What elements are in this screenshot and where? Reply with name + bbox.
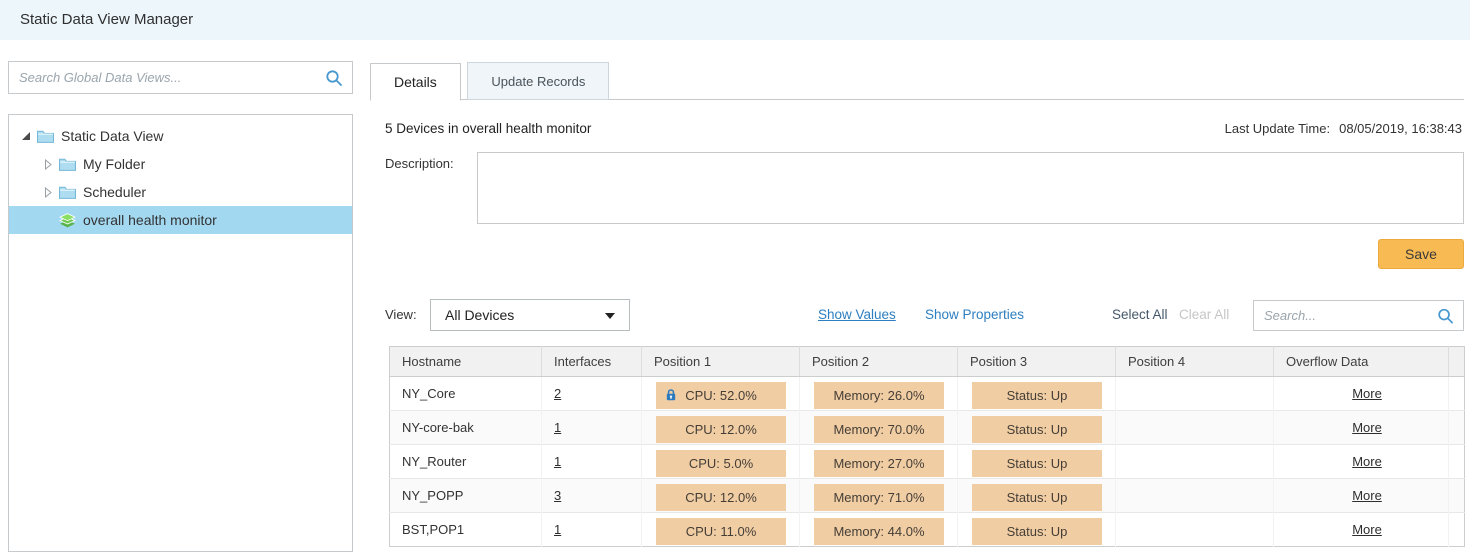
sidebar-search-input[interactable] <box>9 62 352 93</box>
more-link[interactable]: More <box>1352 522 1382 537</box>
caret-down-icon <box>605 313 615 319</box>
description-label: Description: <box>385 156 454 171</box>
position3-value: Status: Up <box>972 415 1102 443</box>
lock-icon <box>664 388 678 402</box>
tab-update-records[interactable]: Update Records <box>467 62 610 100</box>
table-row: BST,POP1 1 CPU: 11.0% Memory: 44.0% Stat… <box>389 512 1465 547</box>
column-header-spacer <box>1448 346 1465 377</box>
description-textarea[interactable] <box>477 152 1464 224</box>
table-row: NY_Core 2 CPU: 52.0% Memory: 26.0% Statu… <box>389 376 1465 411</box>
interfaces-link[interactable]: 2 <box>554 386 562 401</box>
position3-value: Status: Up <box>972 483 1102 511</box>
more-link[interactable]: More <box>1352 420 1382 435</box>
table-search <box>1253 300 1464 331</box>
column-header-position4: Position 4 <box>1115 346 1274 377</box>
tree-item-label: My Folder <box>83 156 146 172</box>
interfaces-link[interactable]: 1 <box>554 454 562 469</box>
device-count-text: 5 Devices in overall health monitor <box>385 121 592 136</box>
folder-icon <box>59 157 76 171</box>
position4-cell <box>1115 410 1274 445</box>
position1-value: CPU: 11.0% <box>656 517 786 545</box>
triangle-collapsed-icon[interactable] <box>41 186 55 198</box>
column-header-overflow-data: Overflow Data <box>1273 346 1449 377</box>
column-header-interfaces: Interfaces <box>541 346 642 377</box>
tree-item-my-folder[interactable]: My Folder <box>9 150 352 178</box>
position1-value: CPU: 52.0% <box>656 381 786 409</box>
clear-all-link[interactable]: Clear All <box>1179 307 1230 322</box>
column-header-position3: Position 3 <box>957 346 1116 377</box>
hostname-cell: BST,POP1 <box>389 512 542 547</box>
table-row: NY_Router 1 CPU: 5.0% Memory: 27.0% Stat… <box>389 444 1465 479</box>
interfaces-link[interactable]: 3 <box>554 488 562 503</box>
more-link[interactable]: More <box>1352 454 1382 469</box>
position3-value: Status: Up <box>972 381 1102 409</box>
page-title: Static Data View Manager <box>20 11 194 28</box>
view-dropdown[interactable]: All Devices <box>430 299 630 331</box>
view-dropdown-value: All Devices <box>445 307 515 323</box>
interfaces-link[interactable]: 1 <box>554 522 562 537</box>
page-header: Static Data View Manager <box>0 0 1470 40</box>
column-header-position2: Position 2 <box>799 346 958 377</box>
position1-value: CPU: 12.0% <box>656 483 786 511</box>
data-view-tree: Static Data View My Folder Scheduler ove… <box>8 114 353 552</box>
last-update-label: Last Update Time: <box>1224 121 1331 136</box>
tree-item-overall-health-monitor[interactable]: overall health monitor <box>9 206 352 234</box>
position3-value: Status: Up <box>972 449 1102 477</box>
position2-value: Memory: 27.0% <box>814 449 944 477</box>
layers-icon <box>59 212 76 229</box>
position4-cell <box>1115 444 1274 479</box>
more-link[interactable]: More <box>1352 386 1382 401</box>
search-icon[interactable] <box>1437 307 1454 324</box>
position2-value: Memory: 44.0% <box>814 517 944 545</box>
hostname-cell: NY_Core <box>389 376 542 411</box>
position1-value: CPU: 12.0% <box>656 415 786 443</box>
position4-cell <box>1115 376 1274 411</box>
select-all-link[interactable]: Select All <box>1112 307 1168 322</box>
triangle-collapsed-icon[interactable] <box>41 158 55 170</box>
tree-item-scheduler[interactable]: Scheduler <box>9 178 352 206</box>
column-header-position1: Position 1 <box>641 346 800 377</box>
table-row: NY-core-bak 1 CPU: 12.0% Memory: 70.0% S… <box>389 410 1465 445</box>
tree-item-label: Scheduler <box>83 184 147 200</box>
position2-value: Memory: 71.0% <box>814 483 944 511</box>
tab-details[interactable]: Details <box>370 63 461 101</box>
hostname-cell: NY_POPP <box>389 478 542 513</box>
position2-value: Memory: 26.0% <box>814 381 944 409</box>
view-label: View: <box>385 307 417 322</box>
folder-icon <box>37 129 54 143</box>
position1-value: CPU: 5.0% <box>656 449 786 477</box>
tree-item-static-data-view[interactable]: Static Data View <box>9 122 352 150</box>
show-values-link[interactable]: Show Values <box>818 307 896 322</box>
last-update-value: 08/05/2019, 16:38:43 <box>1339 121 1462 136</box>
tree-item-label: Static Data View <box>61 128 164 144</box>
table-header-row: Hostname Interfaces Position 1 Position … <box>389 346 1465 377</box>
sidebar-search <box>8 61 353 94</box>
more-link[interactable]: More <box>1352 488 1382 503</box>
triangle-expanded-icon[interactable] <box>19 131 33 141</box>
tree-item-label: overall health monitor <box>83 212 217 228</box>
table-search-input[interactable] <box>1254 301 1463 330</box>
position4-cell <box>1115 478 1274 513</box>
interfaces-link[interactable]: 1 <box>554 420 562 435</box>
position4-cell <box>1115 512 1274 547</box>
position3-value: Status: Up <box>972 517 1102 545</box>
last-update-time: Last Update Time: 08/05/2019, 16:38:43 <box>1225 121 1462 136</box>
save-button[interactable]: Save <box>1378 239 1464 269</box>
folder-icon <box>59 185 76 199</box>
hostname-cell: NY_Router <box>389 444 542 479</box>
table-row: NY_POPP 3 CPU: 12.0% Memory: 71.0% Statu… <box>389 478 1465 513</box>
column-header-hostname: Hostname <box>389 346 542 377</box>
devices-table: Hostname Interfaces Position 1 Position … <box>389 346 1465 547</box>
hostname-cell: NY-core-bak <box>389 410 542 445</box>
tab-bar: Details Update Records <box>370 62 1464 101</box>
search-icon[interactable] <box>325 69 343 87</box>
position2-value: Memory: 70.0% <box>814 415 944 443</box>
show-properties-link[interactable]: Show Properties <box>925 307 1025 322</box>
